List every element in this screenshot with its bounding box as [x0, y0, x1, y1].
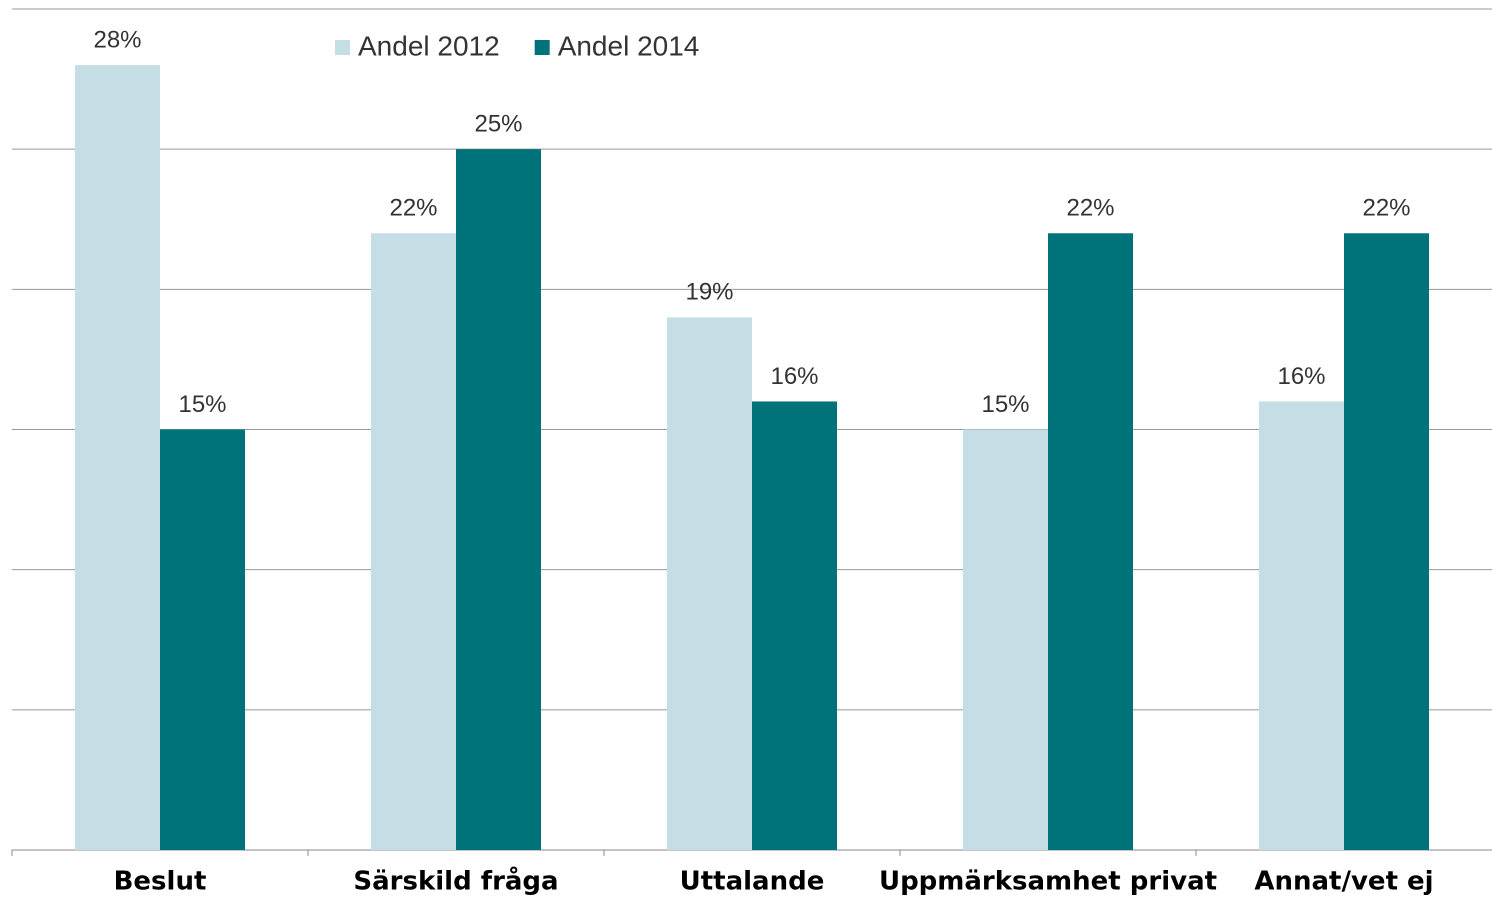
- x-tick-label: Uppmärksamhet privat: [879, 867, 1217, 897]
- x-tick-label: Beslut: [114, 867, 207, 897]
- value-label: 22%: [1362, 195, 1410, 222]
- value-label: 15%: [178, 391, 226, 418]
- legend-label: Andel 2012: [358, 30, 500, 61]
- bar: [371, 233, 456, 850]
- bar: [1259, 401, 1344, 850]
- legend-label: Andel 2014: [558, 30, 700, 61]
- bar: [963, 429, 1048, 850]
- value-label: 25%: [474, 111, 522, 138]
- value-label: 15%: [981, 391, 1029, 418]
- legend-swatch: [534, 40, 550, 55]
- bar: [75, 65, 160, 851]
- bar: [1048, 233, 1133, 850]
- value-label: 16%: [770, 363, 818, 390]
- legend-swatch: [335, 40, 350, 55]
- bar: [667, 317, 752, 850]
- value-label: 22%: [389, 195, 437, 222]
- value-label: 19%: [685, 279, 733, 306]
- x-tick-label: Särskild fråga: [353, 865, 558, 897]
- value-label: 22%: [1066, 195, 1114, 222]
- x-tick-label: Uttalande: [680, 867, 825, 897]
- bar: [1344, 233, 1429, 850]
- bar: [160, 429, 245, 850]
- bar: [456, 149, 541, 850]
- value-label: 28%: [93, 26, 141, 53]
- bar: [752, 401, 837, 850]
- x-tick-label: Annat/vet ej: [1254, 867, 1433, 897]
- value-label: 16%: [1277, 363, 1325, 390]
